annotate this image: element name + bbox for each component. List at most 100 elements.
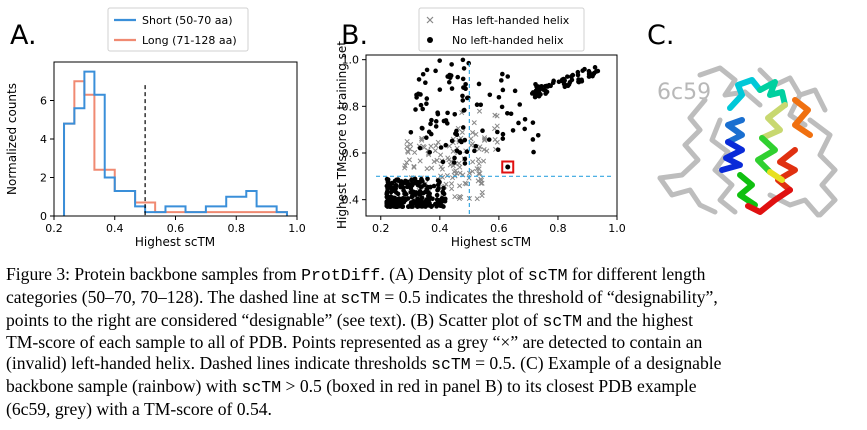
scatter-point-left-handed — [407, 146, 413, 152]
caption-text: . (A) Density plot of — [380, 264, 528, 284]
caption-line: points to the right are considered “desi… — [6, 310, 862, 333]
scatter-point — [556, 79, 562, 85]
scatter-point-left-handed — [434, 157, 440, 163]
caption-line: Figure 3: Protein backbone samples from … — [6, 264, 862, 287]
scatter-point — [427, 194, 433, 200]
scatter-point — [391, 204, 397, 209]
scatter-point — [424, 101, 429, 107]
scatter-point — [429, 204, 434, 209]
scatter-point — [397, 203, 402, 209]
legend-short-label: Short (50-70 aa) — [142, 14, 233, 27]
y-tick-label: 0 — [40, 210, 47, 223]
scatter-point — [408, 130, 414, 135]
scatter-point-left-handed — [470, 168, 476, 174]
scatter-point-left-handed — [473, 131, 479, 137]
scatter-point — [385, 203, 390, 209]
scatter-point — [420, 71, 426, 77]
caption-line: (invalid) left-handed helix. Dashed line… — [6, 353, 862, 376]
scatter-point — [530, 137, 536, 142]
scatter-point — [435, 200, 440, 206]
scatter-point — [406, 204, 411, 209]
scatter-point-left-handed — [454, 170, 460, 176]
scatter-point-left-handed — [428, 143, 434, 149]
scatter-point — [496, 94, 502, 100]
scatter-point — [436, 186, 441, 191]
scatter-point — [433, 68, 438, 74]
scatter-point — [454, 132, 460, 138]
scatter-point — [413, 107, 418, 112]
caption-code: scTM — [542, 311, 583, 331]
scatter-point — [452, 111, 458, 117]
scatter-point — [434, 192, 440, 198]
grey-reference-backbone — [657, 65, 838, 218]
scatter-point — [409, 181, 414, 187]
scatter-point — [386, 195, 392, 200]
scatter-point-left-handed — [470, 130, 476, 136]
scatter-point — [550, 80, 556, 86]
scatter-point — [532, 94, 538, 100]
scatter-point-left-handed — [463, 181, 469, 187]
scatter-point-left-handed — [402, 165, 408, 171]
highlighted-point — [505, 164, 511, 170]
scatter-point — [385, 177, 391, 182]
scatter-point — [462, 161, 468, 166]
scatter-point — [462, 156, 468, 162]
scatter-point-left-handed — [481, 146, 487, 153]
caption-code: scTM — [241, 377, 282, 397]
scatter-point-left-handed — [476, 146, 482, 152]
scatter-point — [487, 92, 493, 98]
scatter-point — [433, 124, 439, 129]
scatter-point — [516, 120, 521, 126]
panel-b-legend-box — [418, 7, 585, 52]
scatter-point — [394, 177, 399, 183]
scatter-point-left-handed — [492, 126, 498, 132]
scatter-point — [441, 185, 446, 191]
scatter-point-left-handed — [474, 166, 480, 172]
scatter-point — [420, 203, 426, 209]
scatter-point — [459, 139, 464, 145]
scatter-point — [409, 194, 415, 199]
scatter-point — [424, 96, 430, 101]
scatter-point-left-handed — [458, 194, 464, 200]
scatter-point — [495, 147, 501, 153]
scatter-point — [420, 190, 426, 196]
scatter-point-left-handed — [428, 165, 435, 171]
panel-a-legend: Short (50-70 aa) Long (71-128 aa) — [107, 7, 249, 52]
scatter-point — [486, 137, 492, 142]
scatter-point — [429, 117, 434, 123]
scatter-point — [522, 126, 528, 132]
legend-left-handed-label: Has left-handed helix — [452, 14, 570, 27]
scatter-point — [431, 183, 437, 189]
panel-a-letter: A. — [10, 20, 37, 51]
scatter-point — [401, 188, 406, 193]
legend-no-left-handed-label: No left-handed helix — [452, 34, 564, 47]
scatter-point-left-handed — [417, 158, 423, 164]
scatter-point — [473, 143, 479, 149]
scatter-point — [455, 74, 461, 80]
figure-caption: Figure 3: Protein backbone samples from … — [6, 264, 862, 420]
scatter-point-left-handed — [476, 108, 483, 114]
scatter-point — [438, 145, 444, 150]
scatter-point — [410, 204, 415, 209]
scatter-point-left-handed — [432, 148, 438, 154]
scatter-point — [423, 80, 428, 85]
scatter-point-left-handed — [451, 169, 457, 175]
caption-line: categories (50–70, 70–128). The dashed l… — [6, 287, 862, 310]
caption-code: scTM — [340, 288, 380, 308]
scatter-point — [478, 102, 484, 108]
scatter-point — [512, 88, 518, 94]
scatter-point — [424, 67, 430, 73]
scatter-point-left-handed — [466, 170, 473, 176]
scatter-point — [499, 78, 504, 83]
caption-line: backbone sample (rainbow) with scTM > 0.… — [6, 376, 862, 399]
scatter-point — [435, 178, 441, 183]
scatter-point-left-handed — [452, 194, 458, 200]
scatter-point — [460, 125, 466, 130]
scatter-point — [460, 76, 466, 82]
scatter-point-left-handed — [438, 152, 444, 158]
caption-text: and the highest — [582, 309, 693, 330]
scatter-point-left-handed — [475, 156, 481, 163]
scatter-point-left-handed — [471, 120, 477, 126]
scatter-point-left-handed — [404, 160, 410, 166]
scatter-point — [462, 85, 467, 91]
